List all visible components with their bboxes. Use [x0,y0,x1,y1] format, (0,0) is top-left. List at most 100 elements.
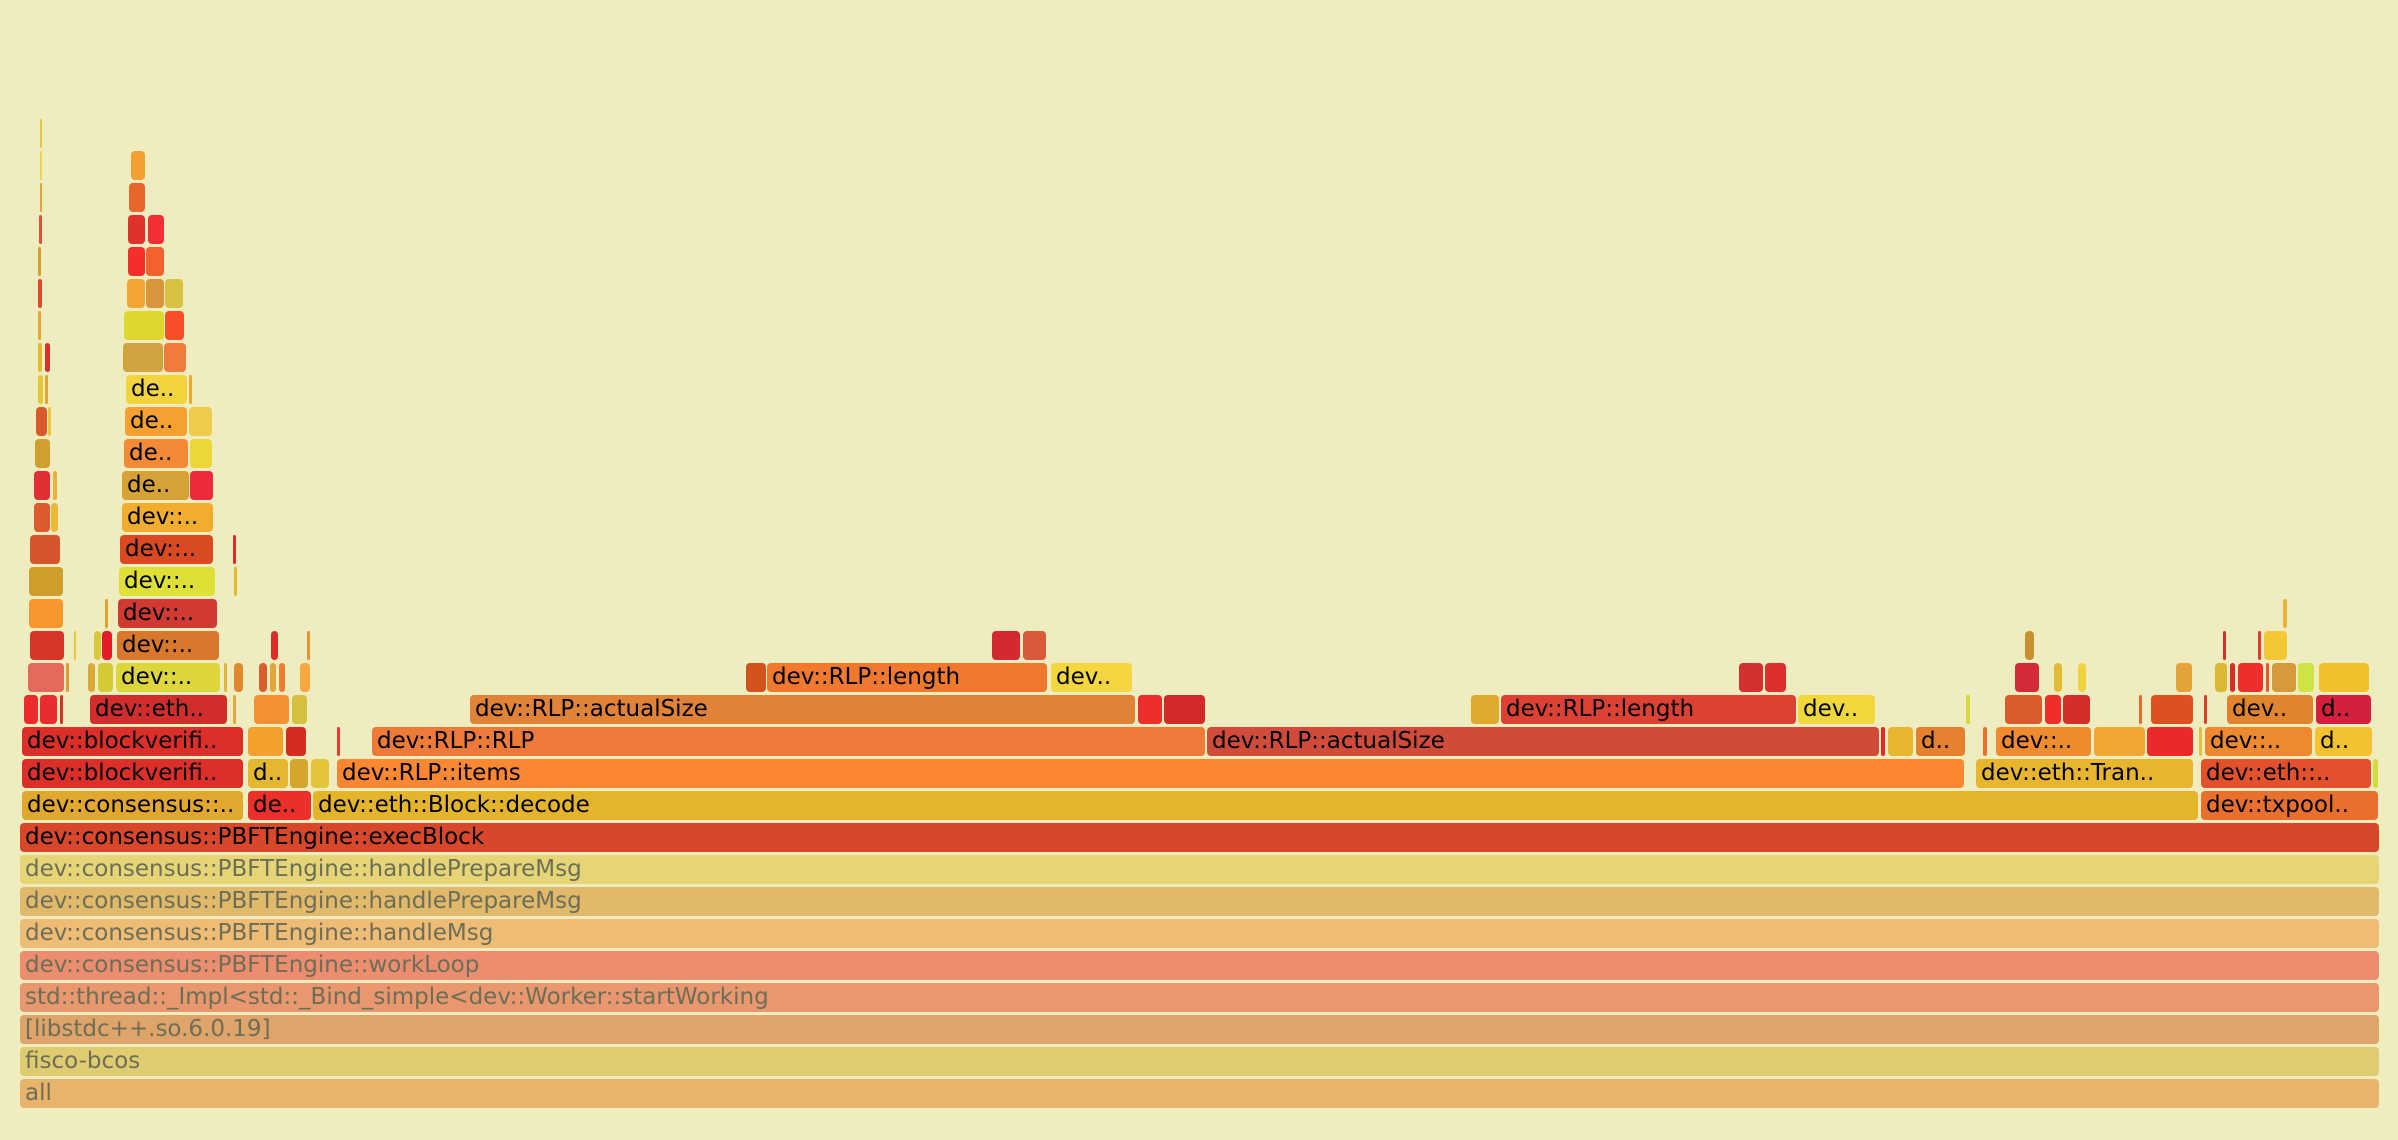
stack-frame[interactable]: dev::RLP::items [337,759,1964,788]
stack-frame[interactable] [2063,695,2090,724]
stack-frame[interactable] [102,631,112,660]
stack-frame[interactable] [53,471,57,500]
stack-frame[interactable]: dev::RLP::RLP [372,727,1205,756]
stack-frame[interactable] [146,247,164,276]
stack-frame[interactable] [2139,695,2142,724]
stack-frame[interactable]: d.. [1916,727,1965,756]
stack-frame[interactable] [2199,727,2202,756]
stack-frame[interactable]: dev::RLP::length [1501,695,1796,724]
stack-frame[interactable] [271,631,278,660]
stack-frame[interactable] [40,695,57,724]
stack-frame[interactable] [45,343,50,372]
stack-frame[interactable] [746,663,766,692]
stack-frame[interactable] [259,663,267,692]
stack-frame[interactable] [165,311,184,340]
stack-frame[interactable]: dev::consensus::PBFTEngine::handlePrepar… [20,887,2379,916]
stack-frame[interactable] [1138,695,1162,724]
stack-frame[interactable] [2223,631,2226,660]
stack-frame[interactable] [2283,599,2287,628]
stack-frame[interactable] [1765,663,1786,692]
stack-frame[interactable]: dev::RLP::actualSize [1207,727,1879,756]
stack-frame[interactable] [34,503,50,532]
stack-frame[interactable] [131,151,145,180]
stack-frame[interactable] [189,407,212,436]
stack-frame[interactable] [2147,727,2193,756]
stack-frame[interactable]: dev.. [2227,695,2313,724]
stack-frame[interactable] [30,631,64,660]
stack-frame[interactable] [98,663,113,692]
stack-frame[interactable] [2264,631,2287,660]
stack-frame[interactable] [2319,663,2369,692]
stack-frame[interactable] [51,503,58,532]
stack-frame[interactable] [39,215,42,244]
stack-frame[interactable] [337,727,340,756]
stack-frame[interactable] [2272,663,2296,692]
stack-frame[interactable]: dev::eth::Tran.. [1976,759,2193,788]
stack-frame[interactable] [2025,631,2034,660]
stack-frame[interactable]: dev::.. [117,631,219,660]
stack-frame[interactable] [992,631,1020,660]
stack-frame[interactable]: dev::blockverifi.. [22,727,243,756]
stack-frame[interactable]: dev.. [1798,695,1875,724]
stack-frame[interactable] [35,439,50,468]
stack-frame[interactable] [94,631,101,660]
stack-frame[interactable] [48,407,51,436]
stack-frame[interactable]: dev::eth::.. [2201,759,2371,788]
stack-frame[interactable] [127,279,145,308]
stack-frame[interactable] [36,407,47,436]
stack-frame[interactable]: dev::.. [122,503,213,532]
stack-frame[interactable]: dev::eth::Block::decode [313,791,2198,820]
stack-frame[interactable] [2078,663,2086,692]
stack-frame[interactable] [233,535,236,564]
stack-frame[interactable]: [libstdc++.so.6.0.19] [20,1015,2379,1044]
stack-frame[interactable]: dev::consensus::PBFTEngine::execBlock [20,823,2379,852]
stack-frame[interactable] [2238,663,2263,692]
stack-frame[interactable] [38,279,42,308]
stack-frame[interactable] [307,631,310,660]
stack-frame[interactable] [105,599,108,628]
stack-frame[interactable] [1888,727,1913,756]
stack-frame[interactable]: de.. [122,471,189,500]
stack-frame[interactable] [2266,663,2269,692]
stack-frame[interactable] [128,215,145,244]
stack-frame[interactable]: dev::.. [118,599,217,628]
stack-frame[interactable] [248,727,283,756]
stack-frame[interactable] [233,695,236,724]
stack-frame[interactable] [254,695,289,724]
stack-frame[interactable]: dev::.. [2205,727,2312,756]
stack-frame[interactable]: dev::.. [120,535,213,564]
stack-frame[interactable]: de.. [248,791,311,820]
stack-frame[interactable] [66,663,69,692]
stack-frame[interactable] [146,279,164,308]
stack-frame[interactable] [165,279,183,308]
stack-frame[interactable] [40,151,42,180]
stack-frame[interactable] [1164,695,1205,724]
stack-frame[interactable] [45,375,48,404]
stack-frame[interactable] [2151,695,2193,724]
stack-frame[interactable] [2176,663,2192,692]
stack-frame[interactable] [2015,663,2039,692]
stack-frame[interactable] [2215,663,2227,692]
stack-frame[interactable] [1881,727,1885,756]
stack-frame[interactable] [38,311,41,340]
stack-frame[interactable] [2054,663,2062,692]
stack-frame[interactable]: std::thread::_Impl<std::_Bind_simple<dev… [20,983,2379,1012]
stack-frame[interactable]: dev::consensus::.. [22,791,243,820]
stack-frame[interactable] [2298,663,2314,692]
stack-frame[interactable] [29,599,63,628]
stack-frame[interactable] [2045,695,2061,724]
stack-frame[interactable] [290,759,308,788]
stack-frame[interactable]: de.. [124,439,188,468]
stack-frame[interactable]: de.. [125,407,187,436]
stack-frame[interactable]: dev::.. [119,567,215,596]
stack-frame[interactable]: dev::RLP::length [767,663,1047,692]
stack-frame[interactable] [60,695,63,724]
stack-frame[interactable] [88,663,95,692]
stack-frame[interactable] [234,567,237,596]
stack-frame[interactable] [224,663,227,692]
stack-frame[interactable] [34,471,50,500]
stack-frame[interactable] [1966,695,1970,724]
stack-frame[interactable] [279,663,285,692]
stack-frame[interactable] [38,343,42,372]
stack-frame[interactable] [29,567,63,596]
